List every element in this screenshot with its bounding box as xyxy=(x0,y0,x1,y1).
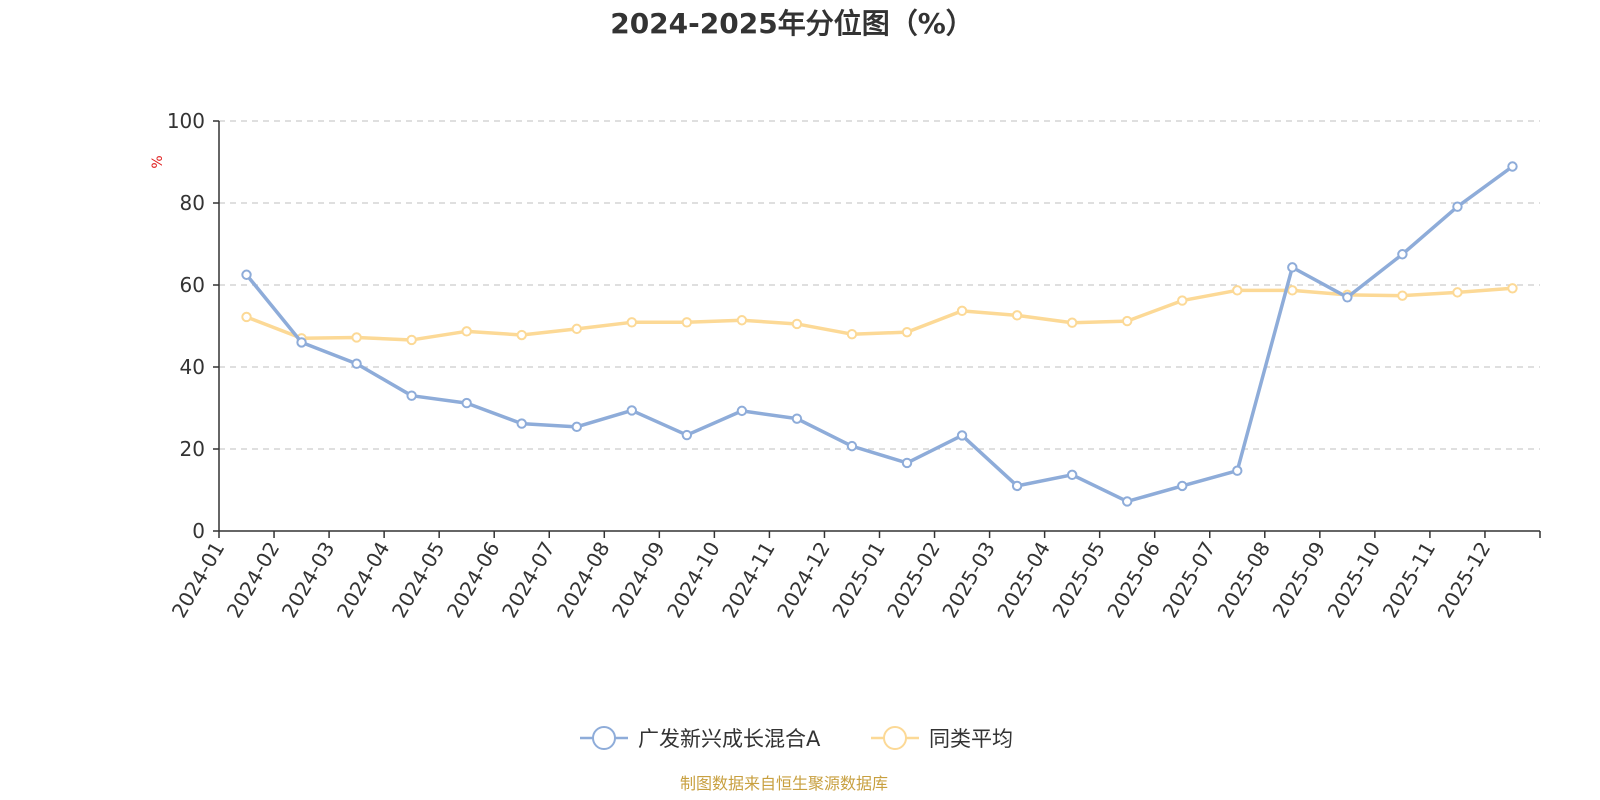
series-1 xyxy=(241,283,1518,346)
data-point[interactable] xyxy=(736,405,748,417)
data-point[interactable] xyxy=(516,329,527,341)
x-tick-label: 2025-03 xyxy=(937,537,1000,621)
data-point[interactable] xyxy=(1452,201,1463,212)
y-tick-label: 20 xyxy=(180,437,205,461)
x-tick-label: 2024-02 xyxy=(222,538,285,622)
data-point[interactable] xyxy=(571,323,582,335)
data-point[interactable] xyxy=(461,397,472,409)
data-point[interactable] xyxy=(1232,285,1243,296)
data-point[interactable] xyxy=(516,418,527,429)
data-point[interactable] xyxy=(681,317,693,328)
data-point[interactable] xyxy=(846,329,858,340)
data-point[interactable] xyxy=(1011,480,1023,492)
data-point[interactable] xyxy=(626,317,638,328)
data-point[interactable] xyxy=(1121,315,1133,327)
x-tick-label: 2024-03 xyxy=(277,538,340,622)
series-layer xyxy=(241,161,1518,507)
data-point[interactable] xyxy=(626,405,638,416)
data-point[interactable] xyxy=(956,305,968,317)
data-point[interactable] xyxy=(406,390,417,401)
data-point[interactable] xyxy=(296,337,307,348)
data-point[interactable] xyxy=(1342,292,1353,303)
x-tick-label: 2024-12 xyxy=(772,538,835,622)
x-tick-label: 2025-01 xyxy=(827,538,890,622)
data-point[interactable] xyxy=(241,311,252,323)
data-point[interactable] xyxy=(1177,295,1188,306)
x-tick-label: 2024-05 xyxy=(387,538,450,622)
series-line xyxy=(245,286,1513,342)
legend-item[interactable]: 同类平均 xyxy=(871,726,1013,751)
y-tick-label: 60 xyxy=(180,273,205,297)
y-axis-unit-label: % xyxy=(150,155,166,168)
legend-label: 广发新兴成长混合A xyxy=(638,727,821,751)
data-point[interactable] xyxy=(736,315,748,326)
data-point[interactable] xyxy=(1287,262,1298,273)
legend-item[interactable]: 广发新兴成长混合A xyxy=(580,726,821,751)
y-tick-label: 80 xyxy=(180,191,205,215)
x-tick-label: 2025-04 xyxy=(992,538,1055,622)
x-tick-labels: 2024-012024-022024-032024-042024-052024-… xyxy=(167,537,1496,621)
legend-marker-icon xyxy=(592,726,616,750)
data-point[interactable] xyxy=(406,334,417,346)
source-note: 制图数据来自恒生聚源数据库 xyxy=(680,774,888,793)
chart-title: 2024-2025年分位图（%） xyxy=(610,7,974,40)
x-tick-label: 2024-04 xyxy=(332,538,395,622)
grid-lines xyxy=(219,120,1540,450)
data-point[interactable] xyxy=(956,430,968,441)
x-tick-label: 2025-06 xyxy=(1102,538,1165,622)
x-tick-label: 2024-01 xyxy=(167,538,230,622)
axes xyxy=(213,120,1541,538)
data-point[interactable] xyxy=(901,326,913,338)
x-tick-label: 2024-07 xyxy=(497,538,560,622)
x-tick-label: 2025-09 xyxy=(1268,538,1331,622)
x-tick-label: 2025-12 xyxy=(1433,538,1496,622)
data-point[interactable] xyxy=(1066,317,1078,328)
y-tick-label: 100 xyxy=(167,109,205,133)
data-point[interactable] xyxy=(1507,283,1518,294)
data-point[interactable] xyxy=(1177,480,1188,492)
legend[interactable]: 广发新兴成长混合A 同类平均 xyxy=(580,726,1013,751)
data-point[interactable] xyxy=(351,358,362,369)
x-tick-label: 2025-11 xyxy=(1378,538,1441,622)
x-tick-label: 2025-05 xyxy=(1047,538,1110,622)
data-point[interactable] xyxy=(1287,285,1298,296)
data-point[interactable] xyxy=(461,326,472,337)
data-point[interactable] xyxy=(241,269,252,280)
x-tick-label: 2024-10 xyxy=(662,538,725,622)
x-tick-label: 2025-07 xyxy=(1158,538,1221,622)
x-tick-label: 2025-10 xyxy=(1323,538,1386,622)
data-point[interactable] xyxy=(1011,310,1023,321)
data-point[interactable] xyxy=(1452,287,1463,298)
x-tick-label: 2025-02 xyxy=(882,538,945,622)
series-0 xyxy=(241,161,1518,507)
data-point[interactable] xyxy=(1232,465,1243,476)
data-point[interactable] xyxy=(1397,249,1408,260)
x-tick-label: 2025-08 xyxy=(1213,538,1276,622)
data-point[interactable] xyxy=(1121,496,1133,507)
y-tick-label: 40 xyxy=(180,355,205,379)
legend-marker-icon xyxy=(883,726,907,750)
x-tick-label: 2024-11 xyxy=(717,538,780,622)
y-tick-labels: 0 20 40 60 80 100 xyxy=(167,109,205,543)
x-tick-label: 2024-06 xyxy=(442,538,505,622)
data-point[interactable] xyxy=(901,457,913,469)
data-point[interactable] xyxy=(1066,469,1078,481)
legend-label: 同类平均 xyxy=(929,727,1013,751)
data-point[interactable] xyxy=(791,413,803,424)
data-point[interactable] xyxy=(791,318,803,330)
y-tick-label: 0 xyxy=(192,519,205,543)
data-point[interactable] xyxy=(681,429,693,441)
data-point[interactable] xyxy=(571,421,582,433)
data-point[interactable] xyxy=(351,332,362,343)
data-point[interactable] xyxy=(846,440,858,452)
x-tick-label: 2024-08 xyxy=(552,538,615,622)
data-point[interactable] xyxy=(1397,290,1408,301)
data-point[interactable] xyxy=(1507,161,1518,172)
series-line xyxy=(245,165,1514,504)
x-tick-label: 2024-09 xyxy=(607,538,670,622)
